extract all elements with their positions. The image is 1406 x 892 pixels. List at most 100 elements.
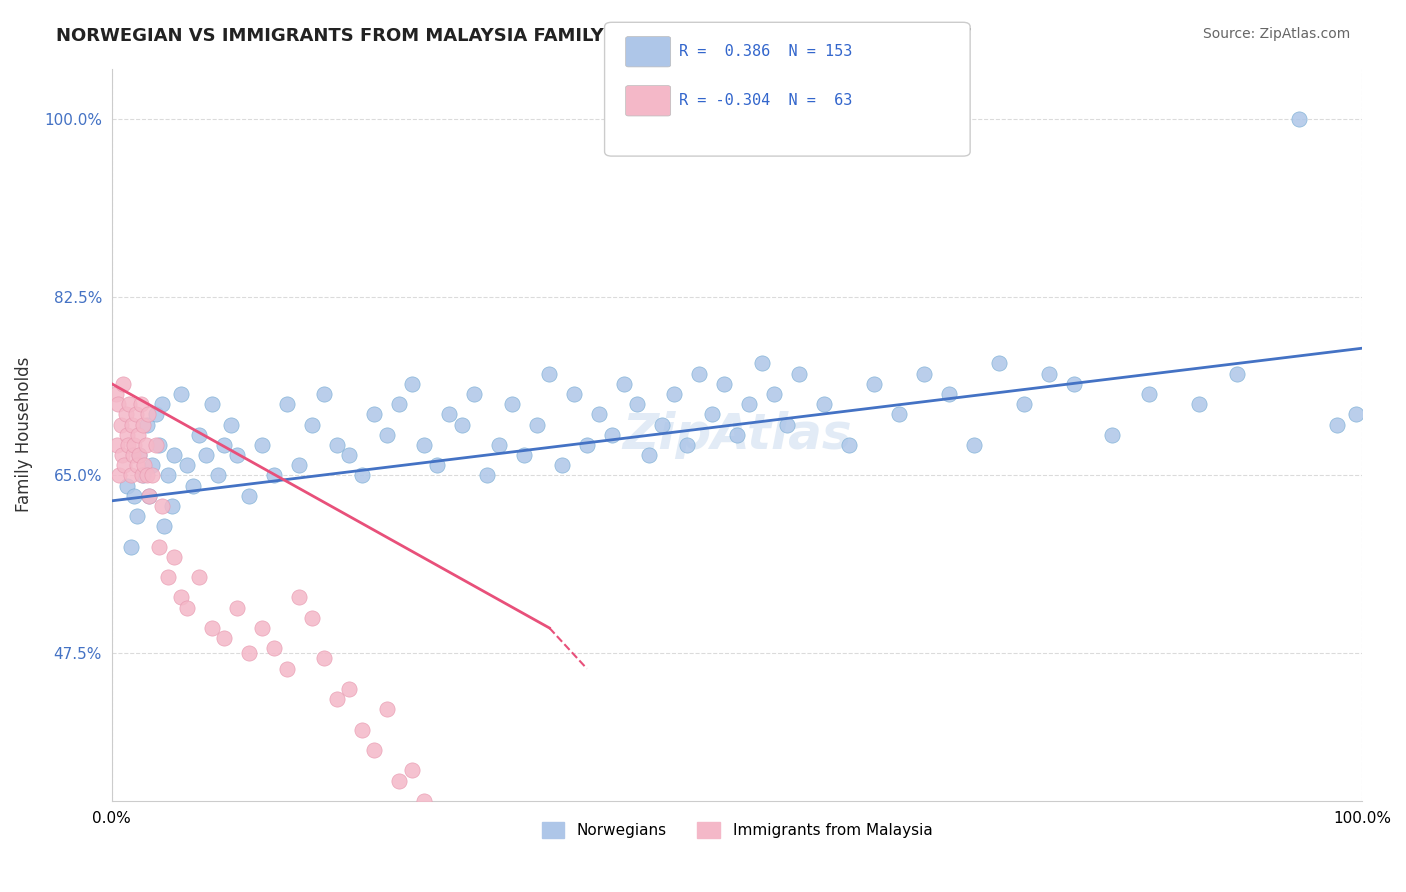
Point	[148, 438, 170, 452]
Point	[114, 408, 136, 422]
Point	[132, 417, 155, 432]
Point	[1226, 367, 1249, 381]
Point	[250, 438, 273, 452]
Point	[813, 397, 835, 411]
Point	[337, 681, 360, 696]
Point	[963, 438, 986, 452]
Point	[626, 397, 648, 411]
Point	[176, 458, 198, 473]
Point	[135, 417, 157, 432]
Point	[160, 499, 183, 513]
Point	[350, 723, 373, 737]
Point	[112, 376, 135, 391]
Point	[263, 468, 285, 483]
Point	[163, 549, 186, 564]
Point	[250, 621, 273, 635]
Point	[326, 438, 349, 452]
Point	[426, 458, 449, 473]
Point	[134, 458, 156, 473]
Point	[201, 397, 224, 411]
Point	[713, 376, 735, 391]
Point	[439, 408, 461, 422]
Point	[120, 468, 142, 483]
Point	[194, 448, 217, 462]
Point	[276, 662, 298, 676]
Point	[439, 804, 461, 818]
Legend: Norwegians, Immigrants from Malaysia: Norwegians, Immigrants from Malaysia	[536, 816, 938, 845]
Text: ZipAtlas: ZipAtlas	[621, 410, 852, 458]
Point	[575, 438, 598, 452]
Point	[181, 478, 204, 492]
Point	[125, 458, 148, 473]
Point	[838, 438, 860, 452]
Point	[176, 600, 198, 615]
Point	[145, 408, 167, 422]
Point	[1101, 427, 1123, 442]
Point	[501, 397, 523, 411]
Point	[363, 743, 385, 757]
Point	[1288, 112, 1310, 127]
Point	[238, 489, 260, 503]
Point	[1063, 376, 1085, 391]
Point	[488, 438, 510, 452]
Point	[238, 647, 260, 661]
Point	[141, 458, 163, 473]
Text: R = -0.304  N =  63: R = -0.304 N = 63	[679, 94, 852, 108]
Point	[150, 397, 173, 411]
Point	[451, 417, 474, 432]
Point	[201, 621, 224, 635]
Point	[301, 417, 323, 432]
Point	[889, 408, 911, 422]
Point	[107, 397, 129, 411]
Point	[207, 468, 229, 483]
Point	[526, 417, 548, 432]
Point	[1326, 417, 1348, 432]
Point	[117, 438, 139, 452]
Point	[129, 397, 152, 411]
Point	[105, 438, 128, 452]
Point	[375, 702, 398, 716]
Point	[104, 387, 127, 401]
Point	[350, 468, 373, 483]
Point	[600, 427, 623, 442]
Point	[157, 468, 180, 483]
Point	[122, 448, 145, 462]
Point	[115, 478, 138, 492]
Point	[121, 417, 143, 432]
Point	[150, 499, 173, 513]
Point	[153, 519, 176, 533]
Point	[401, 764, 423, 778]
Point	[157, 570, 180, 584]
Point	[263, 641, 285, 656]
Point	[145, 438, 167, 452]
Point	[188, 427, 211, 442]
Point	[214, 631, 236, 645]
Point	[1014, 397, 1036, 411]
Point	[132, 468, 155, 483]
Point	[301, 611, 323, 625]
Point	[111, 448, 134, 462]
Point	[700, 408, 723, 422]
Point	[1344, 408, 1367, 422]
Point	[124, 489, 146, 503]
Point	[664, 387, 686, 401]
Point	[124, 408, 146, 422]
Point	[413, 794, 436, 808]
Point	[135, 468, 157, 483]
Point	[463, 875, 485, 889]
Point	[138, 489, 160, 503]
Point	[337, 448, 360, 462]
Point	[451, 845, 474, 859]
Point	[401, 376, 423, 391]
Point	[225, 448, 247, 462]
Point	[426, 824, 449, 838]
Point	[141, 468, 163, 483]
Point	[1188, 397, 1211, 411]
Point	[276, 397, 298, 411]
Point	[388, 773, 411, 788]
Point	[538, 367, 561, 381]
Point	[120, 540, 142, 554]
Point	[651, 417, 673, 432]
Point	[131, 468, 153, 483]
Point	[564, 387, 586, 401]
